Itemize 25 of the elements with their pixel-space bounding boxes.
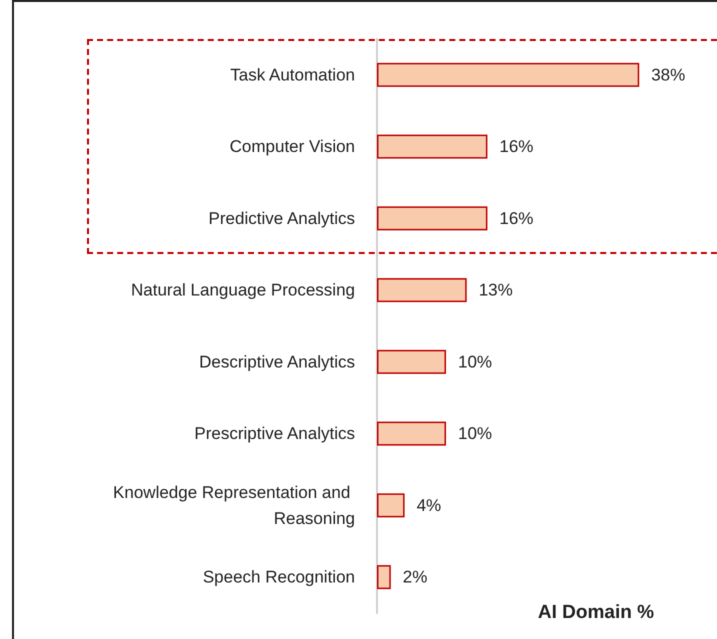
bar (377, 278, 467, 302)
bar (377, 134, 488, 159)
bar (377, 62, 640, 87)
data-label: 10% (458, 352, 492, 372)
y-tick-label: Prescriptive Analytics (194, 424, 355, 444)
bar (377, 206, 488, 230)
data-label: 16% (499, 137, 534, 156)
bar (377, 493, 405, 518)
y-tick-label: Natural Language Processing (131, 280, 355, 300)
data-label: 2% (402, 568, 428, 587)
text: AI Domain % (538, 602, 654, 623)
bar (377, 422, 446, 446)
y-tick-label: Speech Recognition (202, 568, 355, 587)
data-label: 10% (458, 424, 492, 444)
data-label: 13% (478, 280, 513, 300)
data-label: 38% (651, 65, 686, 84)
y-tick-label: Computer Vision (230, 137, 355, 156)
bar (377, 565, 391, 590)
y-tick-label: Task Automation (230, 65, 355, 84)
y-tick-label: Knowledge Representation and Reasoning (113, 482, 355, 528)
bar (377, 350, 446, 374)
data-label: 16% (499, 208, 534, 228)
data-label: 4% (416, 496, 442, 515)
y-tick-label: Predictive Analytics (208, 208, 355, 228)
y-tick-label: Descriptive Analytics (199, 352, 355, 372)
